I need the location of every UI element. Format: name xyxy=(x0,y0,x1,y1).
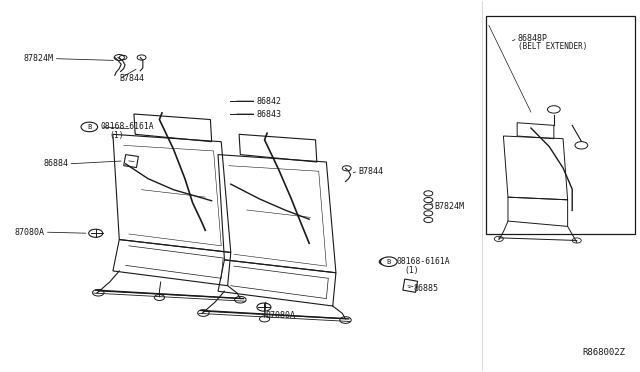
Text: 87080A: 87080A xyxy=(15,228,45,237)
Bar xyxy=(486,16,636,234)
Text: 86885: 86885 xyxy=(413,284,438,293)
Circle shape xyxy=(381,257,397,266)
Text: 87824M: 87824M xyxy=(24,54,54,63)
Text: 86848P: 86848P xyxy=(518,34,548,43)
Text: 86884: 86884 xyxy=(44,159,68,169)
Text: B: B xyxy=(387,259,391,265)
Circle shape xyxy=(81,122,98,132)
Text: 86842: 86842 xyxy=(256,97,281,106)
Text: B7824M: B7824M xyxy=(435,202,465,211)
Text: (BELT EXTENDER): (BELT EXTENDER) xyxy=(518,42,587,51)
Text: (1): (1) xyxy=(109,131,124,140)
Text: 86843: 86843 xyxy=(256,109,281,119)
Text: B7844: B7844 xyxy=(358,167,383,176)
Text: 08168-6161A: 08168-6161A xyxy=(396,257,450,266)
Text: R868002Z: R868002Z xyxy=(583,349,626,357)
Text: 08168-6161A: 08168-6161A xyxy=(100,122,154,131)
Text: 87080A: 87080A xyxy=(266,311,296,320)
Text: (1): (1) xyxy=(404,266,419,275)
Text: B7844: B7844 xyxy=(119,74,144,83)
Text: B: B xyxy=(87,124,92,130)
